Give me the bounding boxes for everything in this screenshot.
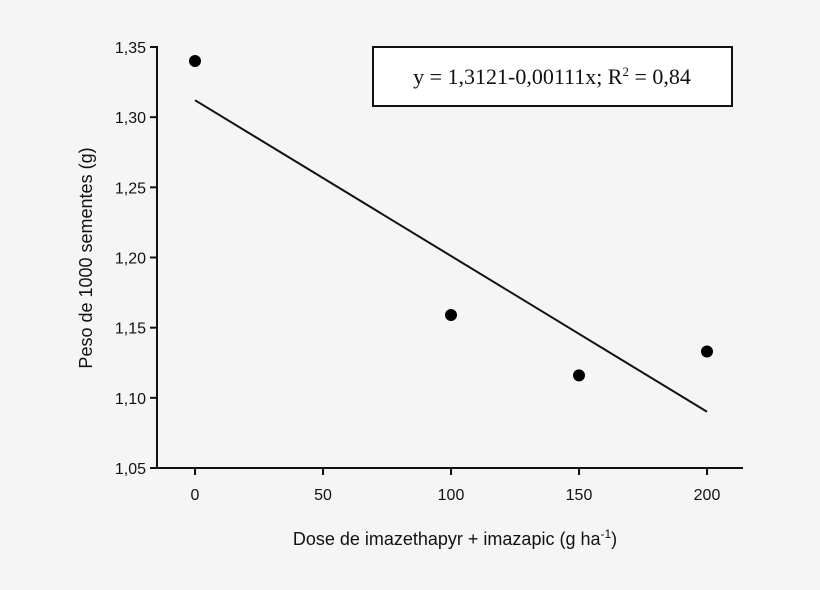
- x-axis-title: Dose de imazethapyr + imazapic (g ha-1): [293, 527, 617, 549]
- data-point: [701, 345, 713, 358]
- x-tick-label: 50: [314, 487, 332, 504]
- x-tick-label: 200: [694, 487, 721, 504]
- y-axis-title: Peso de 1000 sementes (g): [76, 147, 96, 368]
- axes: [156, 46, 743, 469]
- equation-box: y = 1,3121-0,00111x; R2 = 0,84: [372, 46, 733, 107]
- y-tick-label: 1,10: [115, 391, 146, 408]
- x-tick-label: 100: [438, 487, 465, 504]
- data-points: [189, 55, 713, 382]
- data-point: [445, 309, 457, 322]
- y-tick-label: 1,20: [115, 251, 146, 268]
- data-point: [573, 369, 585, 382]
- regression-line: [194, 99, 708, 413]
- x-axis-ticks: 0 50 100 150 200: [191, 468, 721, 504]
- fit-line: [194, 99, 708, 413]
- x-tick-label: 150: [566, 487, 593, 504]
- y-tick-label: 1,30: [115, 110, 146, 127]
- y-tick-label: 1,15: [115, 321, 146, 338]
- x-tick-label: 0: [191, 487, 200, 504]
- y-tick-label: 1,25: [115, 180, 146, 197]
- data-point: [189, 55, 201, 68]
- y-tick-label: 1,35: [115, 40, 146, 57]
- equation-text: y = 1,3121-0,00111x; R2 = 0,84: [413, 64, 691, 89]
- y-tick-label: 1,05: [115, 461, 146, 478]
- y-axis-ticks: 1,05 1,10 1,15 1,20 1,25 1,30 1,35: [115, 40, 157, 478]
